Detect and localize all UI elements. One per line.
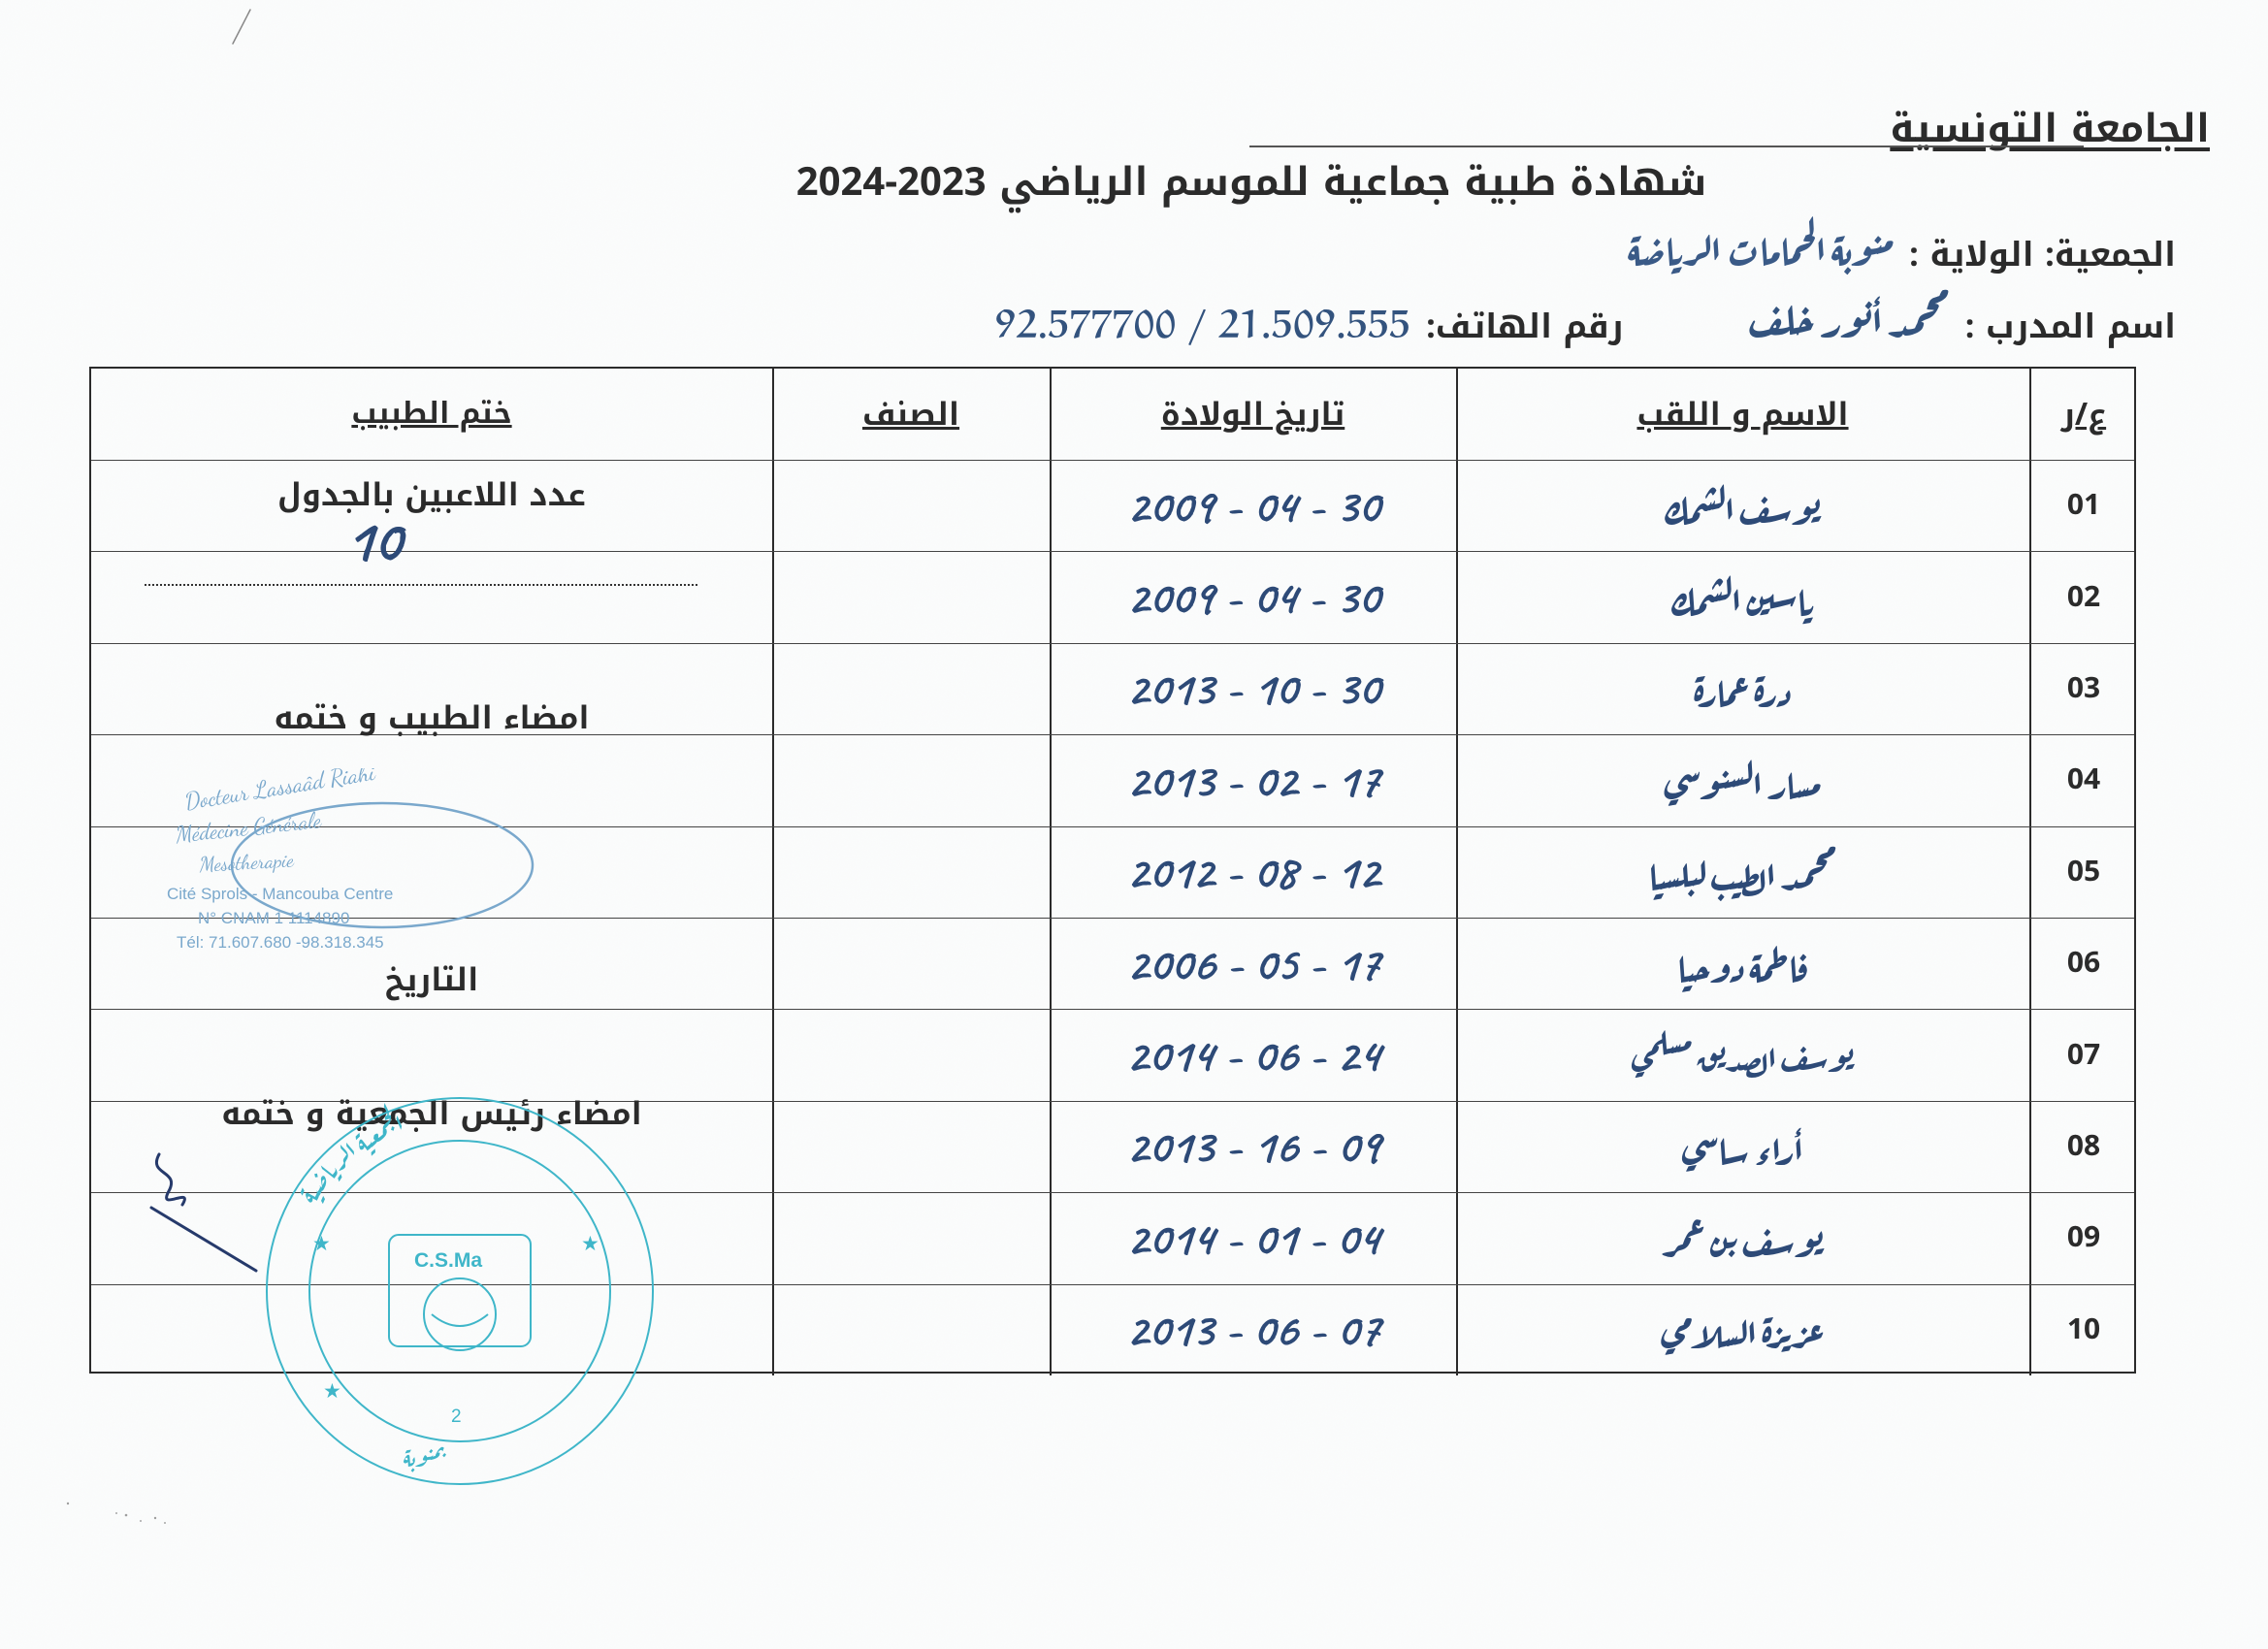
svg-text:بمنوبة: بمنوبة [404, 1438, 446, 1473]
svg-text:2: 2 [451, 1406, 462, 1427]
svg-text:Mesotherapie: Mesotherapie [198, 848, 295, 877]
svg-text:★: ★ [312, 1233, 331, 1255]
svg-text:Tél: 71.607.680 -98.318.345: Tél: 71.607.680 -98.318.345 [177, 933, 384, 952]
svg-text:Docteur Lassaâd Riahi: Docteur Lassaâd Riahi [183, 768, 378, 816]
svg-text:C.S.Ma: C.S.Ma [414, 1249, 482, 1272]
svg-text:★: ★ [323, 1380, 341, 1403]
svg-text:Cité Sprols - Mancouba Centre: Cité Sprols - Mancouba Centre [167, 885, 393, 903]
svg-text:N° CNAM 1 1114890: N° CNAM 1 1114890 [198, 909, 349, 927]
svg-text:★: ★ [581, 1233, 599, 1255]
